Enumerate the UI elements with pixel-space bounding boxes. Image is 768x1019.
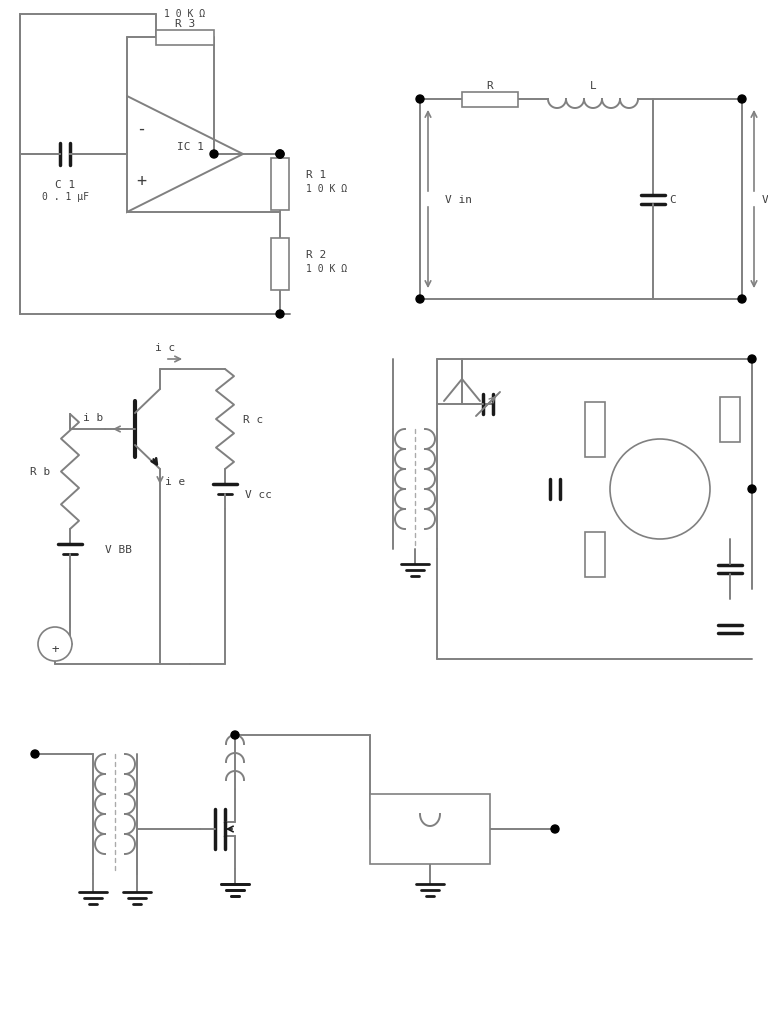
Text: C: C — [670, 195, 677, 205]
Text: 0 . 1 μF: 0 . 1 μF — [41, 192, 88, 202]
Circle shape — [738, 296, 746, 304]
Bar — [462, 93, 518, 107]
Text: i c: i c — [155, 342, 175, 353]
Text: R c: R c — [243, 415, 263, 425]
Circle shape — [276, 151, 284, 159]
Text: IC 1: IC 1 — [177, 142, 204, 152]
Circle shape — [416, 96, 424, 104]
Text: V BB: V BB — [105, 544, 132, 554]
Text: V out: V out — [762, 195, 768, 205]
Text: i e: i e — [165, 477, 185, 486]
Circle shape — [210, 151, 218, 159]
Text: R b: R b — [30, 467, 50, 477]
Text: 1 0 K Ω: 1 0 K Ω — [164, 9, 206, 19]
Circle shape — [276, 311, 284, 319]
Circle shape — [610, 439, 710, 539]
Bar — [720, 397, 740, 442]
Text: L: L — [590, 81, 597, 91]
Bar — [156, 31, 214, 46]
Text: -: - — [136, 120, 146, 138]
Text: i b: i b — [83, 413, 103, 423]
Circle shape — [748, 356, 756, 364]
Text: V cc: V cc — [245, 489, 272, 499]
Bar — [271, 159, 289, 211]
Circle shape — [38, 628, 72, 661]
Circle shape — [231, 732, 239, 739]
Bar — [271, 238, 289, 290]
Circle shape — [276, 151, 284, 159]
Circle shape — [416, 296, 424, 304]
Bar — [370, 794, 490, 864]
Text: 1 0 K Ω: 1 0 K Ω — [306, 183, 347, 194]
Bar — [585, 532, 605, 577]
Circle shape — [738, 96, 746, 104]
Circle shape — [551, 825, 559, 834]
Circle shape — [748, 485, 756, 493]
Text: C 1: C 1 — [55, 179, 75, 190]
Bar — [585, 403, 605, 458]
Text: R 3: R 3 — [175, 19, 195, 29]
Text: R: R — [487, 81, 493, 91]
Text: V in: V in — [445, 195, 472, 205]
Text: R 2: R 2 — [306, 250, 326, 260]
Text: +: + — [136, 172, 146, 190]
Text: +: + — [51, 643, 58, 656]
Text: 1 0 K Ω: 1 0 K Ω — [306, 264, 347, 274]
Circle shape — [31, 750, 39, 758]
Text: R 1: R 1 — [306, 170, 326, 179]
